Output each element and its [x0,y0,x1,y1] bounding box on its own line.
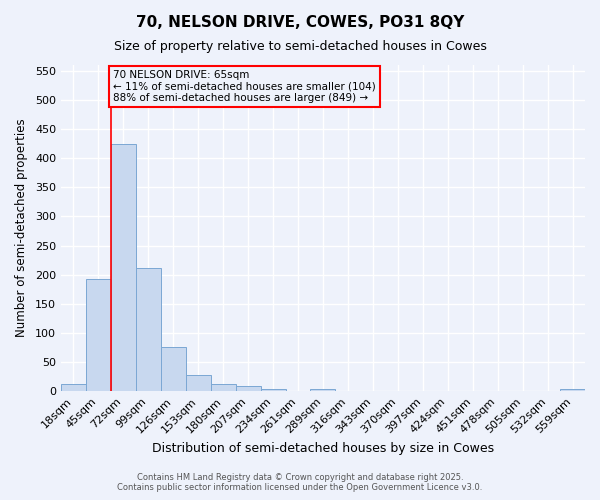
Bar [161,347,186,391]
Bar [111,144,136,391]
Bar [86,280,111,391]
Bar [560,389,585,391]
Bar [236,386,260,391]
Bar [211,384,236,391]
Text: 70, NELSON DRIVE, COWES, PO31 8QY: 70, NELSON DRIVE, COWES, PO31 8QY [136,15,464,30]
Bar [260,390,286,391]
X-axis label: Distribution of semi-detached houses by size in Cowes: Distribution of semi-detached houses by … [152,442,494,455]
Bar [310,389,335,391]
Text: Size of property relative to semi-detached houses in Cowes: Size of property relative to semi-detach… [113,40,487,53]
Bar [61,384,86,391]
Text: Contains HM Land Registry data © Crown copyright and database right 2025.
Contai: Contains HM Land Registry data © Crown c… [118,472,482,492]
Bar [136,268,161,391]
Text: 70 NELSON DRIVE: 65sqm
← 11% of semi-detached houses are smaller (104)
88% of se: 70 NELSON DRIVE: 65sqm ← 11% of semi-det… [113,70,376,103]
Y-axis label: Number of semi-detached properties: Number of semi-detached properties [15,119,28,338]
Bar [186,375,211,391]
